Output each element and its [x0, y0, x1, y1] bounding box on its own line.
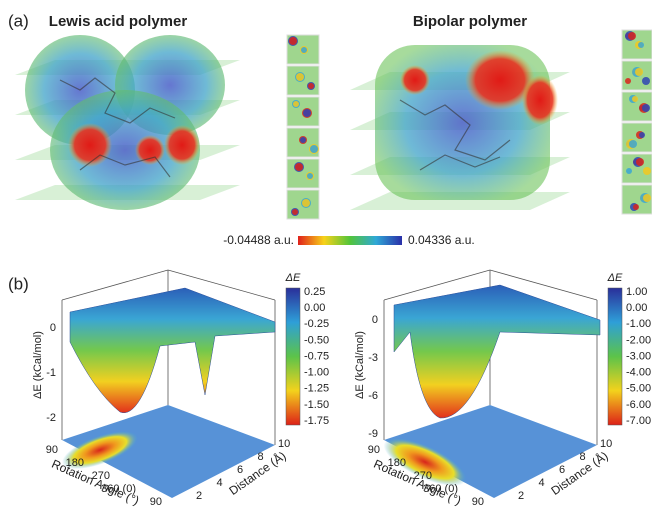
y-tick-label: 2: [518, 490, 524, 502]
x-tick-label: 90: [368, 444, 380, 456]
lewis-molecule: [15, 35, 240, 210]
colorbar-tick-label: 0.00: [304, 302, 325, 314]
colorbar-tick-label: 0.25: [304, 286, 325, 298]
y-tick-label: 4: [217, 477, 223, 489]
slice-spot: [639, 132, 645, 138]
z-tick-label: 0: [372, 314, 378, 326]
slice-spot: [302, 199, 310, 207]
colorbar: [286, 288, 300, 425]
panel-label: (a): [8, 11, 29, 30]
colorbar-tick-label: -7.00: [626, 415, 651, 427]
colorbar-tick-label: -1.75: [304, 415, 329, 427]
slice-spot: [642, 77, 650, 85]
slice-spot: [626, 168, 632, 174]
slice-spot: [310, 145, 318, 153]
slice-spot: [643, 167, 651, 175]
y-tick-label: 6: [559, 464, 565, 476]
z-tick-label: 0: [50, 322, 56, 334]
slice-spot: [625, 78, 631, 84]
colorbar-min: -0.04488 a.u.: [223, 233, 294, 247]
colorbar-tick-label: -1.25: [304, 383, 329, 395]
energy-plots: ΔE0.250.00-0.25-0.50-0.75-1.00-1.25-1.50…: [32, 270, 651, 508]
slice-spot: [301, 47, 307, 53]
colorbar-tick-label: -1.00: [626, 318, 651, 330]
colorbar-tick-label: -0.50: [304, 334, 329, 346]
molecule-title: Lewis acid polymer: [49, 13, 188, 30]
colorbar-tick-label: -4.00: [626, 367, 651, 379]
z-tick-label: -1: [46, 367, 56, 379]
slice-tile: [287, 159, 319, 188]
colorbar-tick-label: -6.00: [626, 399, 651, 411]
x-tick-label: 90: [150, 496, 162, 508]
energy-surface: [394, 285, 600, 418]
slice-spot: [636, 158, 644, 166]
slice-spot: [300, 137, 306, 143]
slice-spot: [289, 37, 297, 45]
x-tick-label: 90: [46, 444, 58, 456]
slice-spot: [632, 96, 638, 102]
y-tick-label: 2: [196, 490, 202, 502]
colorbar-tick-label: -2.00: [626, 334, 651, 346]
z-axis-label: ΔE (kCal/mol): [32, 331, 44, 399]
slice-spot: [295, 163, 303, 171]
energy-surface: [70, 288, 275, 413]
slice-spot: [307, 173, 313, 179]
slice-spot: [292, 209, 298, 215]
colorbar-tick-label: -5.00: [626, 383, 651, 395]
colorbar-tick-label: -1.50: [304, 399, 329, 411]
slice-spot: [629, 140, 637, 148]
molecule-title: Bipolar polymer: [413, 13, 527, 30]
slice-spot: [635, 68, 643, 76]
slice-spot: [642, 104, 650, 112]
colorbar-tick-label: 0.00: [626, 302, 647, 314]
slice-spot: [633, 204, 639, 210]
slice-spot: [308, 83, 314, 89]
slice-spot: [638, 42, 644, 48]
colorbar-tick-label: -0.75: [304, 350, 329, 362]
y-tick-label: 6: [237, 464, 243, 476]
colorbar-tick-label: -0.25: [304, 318, 329, 330]
figure: ΔE0.250.00-0.25-0.50-0.75-1.00-1.25-1.50…: [0, 0, 652, 508]
x-tick-label: 90: [472, 496, 484, 508]
colorbar-tick-label: 1.00: [626, 286, 647, 298]
colorbar-max: 0.04336 a.u.: [408, 233, 475, 247]
y-tick-label: 4: [539, 477, 545, 489]
colorbar: [608, 288, 622, 425]
colorbar-tick-label: -1.00: [304, 367, 329, 379]
z-tick-label: -6: [368, 390, 378, 402]
colorbar-title: ΔE: [285, 272, 301, 284]
z-tick-label: -3: [368, 352, 378, 364]
slice-spot: [293, 101, 299, 107]
z-tick-label: -9: [368, 428, 378, 440]
slice-spot: [643, 194, 651, 202]
panel-label: (b): [8, 274, 29, 293]
esp-colorbar: [298, 236, 402, 245]
colorbar-title: ΔE: [607, 272, 623, 284]
bipolar-molecule: [350, 45, 570, 210]
colorbar-tick-label: -3.00: [626, 350, 651, 362]
slice-spot: [628, 32, 636, 40]
slice-spot: [296, 73, 304, 81]
z-axis-label: ΔE (kCal/mol): [354, 331, 366, 399]
z-tick-label: -2: [46, 412, 56, 424]
slice-spot: [303, 109, 311, 117]
